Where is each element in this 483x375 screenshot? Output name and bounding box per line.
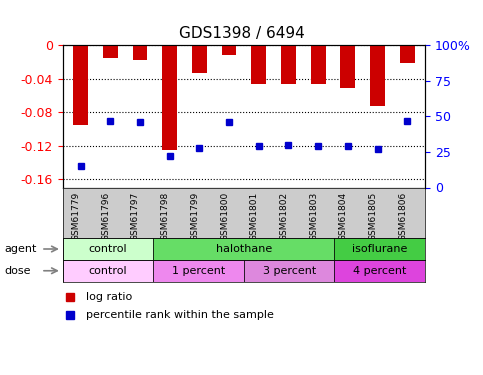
Bar bbox=[251, 45, 266, 84]
Text: log ratio: log ratio bbox=[86, 292, 133, 302]
Bar bbox=[400, 45, 414, 63]
Text: GSM61806: GSM61806 bbox=[398, 192, 407, 241]
Text: GSM61802: GSM61802 bbox=[280, 192, 288, 241]
Bar bbox=[162, 45, 177, 150]
Text: GSM61804: GSM61804 bbox=[339, 192, 348, 241]
Text: control: control bbox=[89, 244, 128, 254]
Text: isoflurane: isoflurane bbox=[352, 244, 408, 254]
Bar bbox=[63, 260, 154, 282]
Bar bbox=[73, 45, 88, 125]
Text: 3 percent: 3 percent bbox=[263, 266, 316, 276]
Text: GSM61803: GSM61803 bbox=[309, 192, 318, 241]
Bar bbox=[341, 45, 355, 88]
Bar bbox=[244, 260, 334, 282]
Text: GSM61799: GSM61799 bbox=[190, 192, 199, 241]
Bar bbox=[154, 260, 244, 282]
Text: GSM61796: GSM61796 bbox=[101, 192, 110, 241]
Bar bbox=[222, 45, 237, 55]
Text: GSM61779: GSM61779 bbox=[71, 192, 81, 241]
Text: halothane: halothane bbox=[216, 244, 272, 254]
Text: GSM61801: GSM61801 bbox=[250, 192, 259, 241]
Text: dose: dose bbox=[5, 266, 31, 276]
Text: GSM61800: GSM61800 bbox=[220, 192, 229, 241]
Bar bbox=[311, 45, 326, 84]
Bar bbox=[335, 238, 425, 260]
Bar bbox=[335, 260, 425, 282]
Bar bbox=[103, 45, 118, 58]
Text: GDS1398 / 6494: GDS1398 / 6494 bbox=[179, 26, 304, 41]
Text: 1 percent: 1 percent bbox=[172, 266, 225, 276]
Bar bbox=[192, 45, 207, 73]
Text: agent: agent bbox=[5, 244, 37, 254]
Text: percentile rank within the sample: percentile rank within the sample bbox=[86, 310, 274, 320]
Text: GSM61805: GSM61805 bbox=[369, 192, 378, 241]
Text: 4 percent: 4 percent bbox=[353, 266, 407, 276]
Text: GSM61798: GSM61798 bbox=[161, 192, 170, 241]
Bar bbox=[281, 45, 296, 84]
Text: GSM61797: GSM61797 bbox=[131, 192, 140, 241]
Bar bbox=[370, 45, 385, 106]
Bar bbox=[132, 45, 147, 60]
Bar bbox=[154, 238, 334, 260]
Bar bbox=[63, 238, 154, 260]
Text: control: control bbox=[89, 266, 128, 276]
